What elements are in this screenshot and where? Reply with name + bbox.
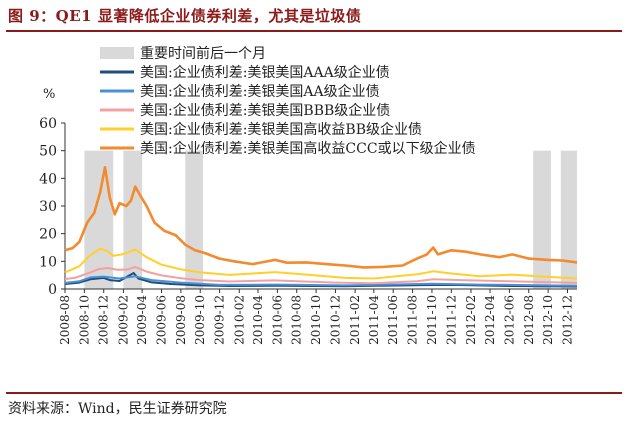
x-tick-label: 2010-02 [232, 295, 246, 345]
y-axis-unit-label: % [43, 87, 55, 102]
x-tick-label: 2012-08 [522, 295, 536, 345]
legend-swatch-shaded [100, 47, 134, 59]
source-note: 资料来源：Wind，民生证券研究院 [8, 401, 227, 417]
legend-label-2: 美国:企业债利差:美银美国AA级企业债 [140, 83, 380, 100]
legend-label-1: 美国:企业债利差:美银美国AAA级企业债 [140, 64, 390, 81]
x-tick-label: 2009-08 [174, 295, 188, 345]
x-tick-label: 2009-12 [213, 295, 227, 345]
x-tick-label: 2012-06 [502, 295, 516, 345]
series-line-2 [64, 275, 578, 287]
x-tick-label: 2011-02 [348, 295, 362, 345]
x-tick-label: 2012-04 [483, 295, 497, 345]
x-tick-label: 2010-06 [270, 295, 284, 345]
shaded-period-5 [560, 150, 577, 289]
x-tick-label: 2011-08 [406, 295, 420, 345]
y-tick-label: 30 [39, 199, 57, 215]
x-tick-label: 2010-08 [290, 295, 304, 345]
series-line-1 [64, 272, 578, 288]
x-tick-label: 2011-06 [386, 295, 400, 345]
title-divider [6, 30, 622, 32]
shaded-period-4 [533, 150, 551, 289]
shaded-periods [84, 150, 577, 289]
x-tick-label: 2010-10 [309, 295, 323, 345]
y-tick-label: 60 [39, 116, 57, 132]
x-tick-label: 2011-12 [444, 295, 458, 345]
x-tick-label: 2012-02 [464, 295, 478, 345]
x-tick-label: 2011-10 [425, 295, 439, 345]
shaded-period-3 [185, 150, 204, 289]
x-tick-label: 2008-08 [58, 295, 72, 345]
series-lines [64, 166, 578, 288]
series-line-4 [64, 247, 578, 280]
series-line-3 [64, 265, 578, 285]
y-tick-label: 50 [39, 144, 57, 160]
x-tick-label: 2008-10 [77, 295, 91, 345]
legend-label-3: 美国:企业债利差:美银美国BBB级企业债 [140, 102, 390, 119]
x-tick-label: 2009-10 [193, 295, 207, 345]
x-tick-label: 2008-12 [97, 295, 111, 345]
legend-label-5: 美国:企业债利差:美银美国高收益CCC或以下级企业债 [140, 140, 476, 157]
x-tick-label: 2011-04 [367, 295, 381, 345]
x-tick-label: 2012-10 [541, 295, 555, 345]
shaded-period-2 [123, 150, 143, 289]
footer-divider [6, 392, 622, 394]
y-tick-label: 40 [39, 171, 57, 187]
x-tick-label: 2009-06 [154, 295, 168, 345]
figure-title: 图 9：QE1 显著降低企业债券利差，尤其是垃圾债 [8, 7, 362, 25]
x-tick-label: 2009-04 [135, 295, 149, 345]
legend-label-4: 美国:企业债利差:美银美国高收益BB级企业债 [140, 121, 422, 138]
chart-legend: 重要时间前后一个月美国:企业债利差:美银美国AAA级企业债美国:企业债利差:美银… [100, 45, 476, 157]
y-tick-label: 0 [48, 282, 57, 298]
x-tick-label: 2010-12 [328, 295, 342, 345]
x-tick-label: 2010-04 [251, 295, 265, 345]
legend-label-shaded: 重要时间前后一个月 [140, 45, 266, 62]
y-tick-label: 20 [39, 227, 57, 243]
series-line-5 [64, 166, 578, 269]
x-tick-label: 2012-12 [560, 295, 574, 345]
y-tick-label: 10 [39, 254, 57, 270]
chart-axes: 0 10 20 30 40 50 60 2008-08 2008-10 2008-12 2009-0… [39, 116, 577, 345]
x-tick-label: 2009-02 [116, 295, 130, 345]
